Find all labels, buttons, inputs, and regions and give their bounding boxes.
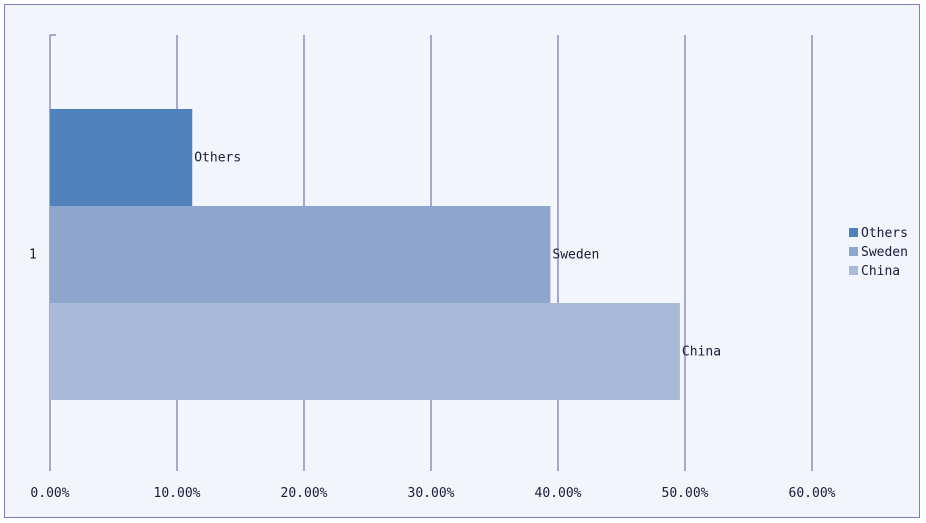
tick-label-20: 20.00% xyxy=(281,486,328,501)
legend-swatch-sweden xyxy=(849,247,858,256)
chart-frame: Others Sweden China 1 0.00% 10.00% 20.00% 30.00… xyxy=(4,4,920,518)
bar-sweden[interactable] xyxy=(50,206,551,303)
tick-label-30: 30.00% xyxy=(408,486,455,501)
tick-label-10: 10.00% xyxy=(154,486,201,501)
legend-label-china: China xyxy=(861,264,900,279)
tick-label-40: 40.00% xyxy=(535,486,582,501)
tick-label-0: 0.00% xyxy=(30,486,69,501)
data-label-others: Others xyxy=(194,151,241,166)
legend-swatch-china xyxy=(849,266,858,275)
data-label-china: China xyxy=(682,345,721,360)
tick-label-50: 50.00% xyxy=(662,486,709,501)
legend-label-others: Others xyxy=(861,226,908,241)
bar-china[interactable] xyxy=(50,303,680,400)
data-label-sweden: Sweden xyxy=(552,248,599,263)
legend-swatch-others xyxy=(849,228,858,237)
category-label: 1 xyxy=(29,248,37,263)
tick-label-60: 60.00% xyxy=(789,486,836,501)
legend-label-sweden: Sweden xyxy=(861,245,908,260)
bar-others[interactable] xyxy=(50,109,193,206)
